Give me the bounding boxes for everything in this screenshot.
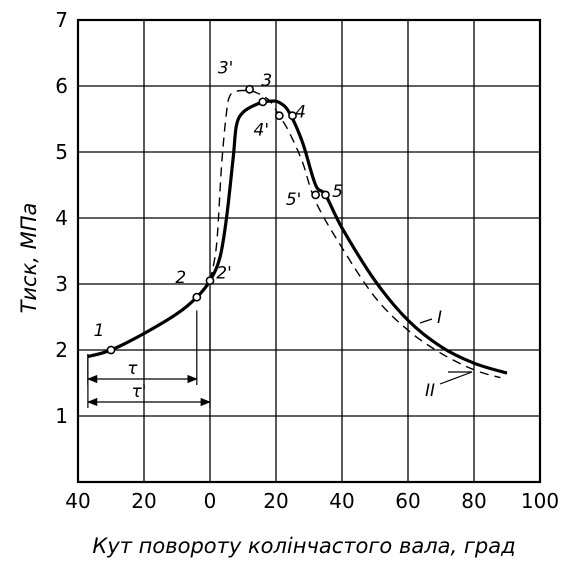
series-label: II bbox=[425, 381, 435, 401]
point-markers: 1 2 2' 3' 3 4' 4 5' 5 bbox=[94, 58, 343, 355]
grid bbox=[76, 18, 542, 484]
x-axis-label: Кут повороту колінчастого вала, град bbox=[92, 534, 515, 558]
marker-point bbox=[288, 111, 297, 121]
marker-label: 3 bbox=[261, 71, 272, 91]
marker-point bbox=[258, 97, 268, 107]
tick-labels: 40 20 0 20 40 60 80 100 1 2 3 4 5 6 7 bbox=[55, 8, 559, 513]
marker-point bbox=[192, 292, 202, 302]
marker-point bbox=[106, 345, 116, 355]
x-tick-label: 40 bbox=[329, 489, 354, 513]
marker-point bbox=[205, 276, 215, 286]
marker-label: 2' bbox=[216, 264, 232, 284]
marker-label: 3' bbox=[218, 58, 234, 78]
interval-label: τ bbox=[127, 359, 138, 379]
y-axis-label: Тиск, МПа bbox=[17, 203, 41, 314]
marker-label: 1 bbox=[94, 321, 105, 341]
series-label-leader bbox=[419, 318, 433, 324]
y-tick-label: 4 bbox=[55, 206, 68, 230]
marker-point bbox=[245, 84, 254, 94]
y-tick-label: 7 bbox=[55, 8, 68, 32]
y-tick-label: 5 bbox=[55, 140, 68, 164]
x-tick-label: 60 bbox=[395, 489, 420, 513]
x-tick-label: 40 bbox=[65, 489, 90, 513]
marker-point bbox=[321, 190, 330, 200]
plot-frame bbox=[76, 18, 542, 484]
x-tick-label: 0 bbox=[204, 489, 217, 513]
series-label: I bbox=[437, 308, 442, 328]
marker-label: 2 bbox=[175, 268, 186, 288]
y-tick-label: 3 bbox=[55, 272, 68, 296]
series-label-leader bbox=[439, 371, 473, 385]
x-tick-label: 20 bbox=[131, 489, 156, 513]
marker-label: 4' bbox=[254, 121, 270, 141]
marker-label: 4 bbox=[295, 103, 306, 123]
x-tick-label: 20 bbox=[263, 489, 288, 513]
marker-point bbox=[274, 111, 284, 121]
marker-point bbox=[311, 190, 320, 200]
x-tick-label: 100 bbox=[521, 489, 559, 513]
y-tick-label: 1 bbox=[55, 404, 68, 428]
interval-label: τ' bbox=[131, 382, 146, 402]
y-tick-label: 2 bbox=[55, 338, 68, 362]
marker-label: 5 bbox=[332, 182, 343, 202]
x-tick-label: 80 bbox=[461, 489, 486, 513]
curves bbox=[87, 89, 508, 379]
marker-label: 5' bbox=[286, 190, 302, 210]
series-I-line bbox=[87, 99, 508, 375]
y-tick-label: 6 bbox=[55, 74, 68, 98]
